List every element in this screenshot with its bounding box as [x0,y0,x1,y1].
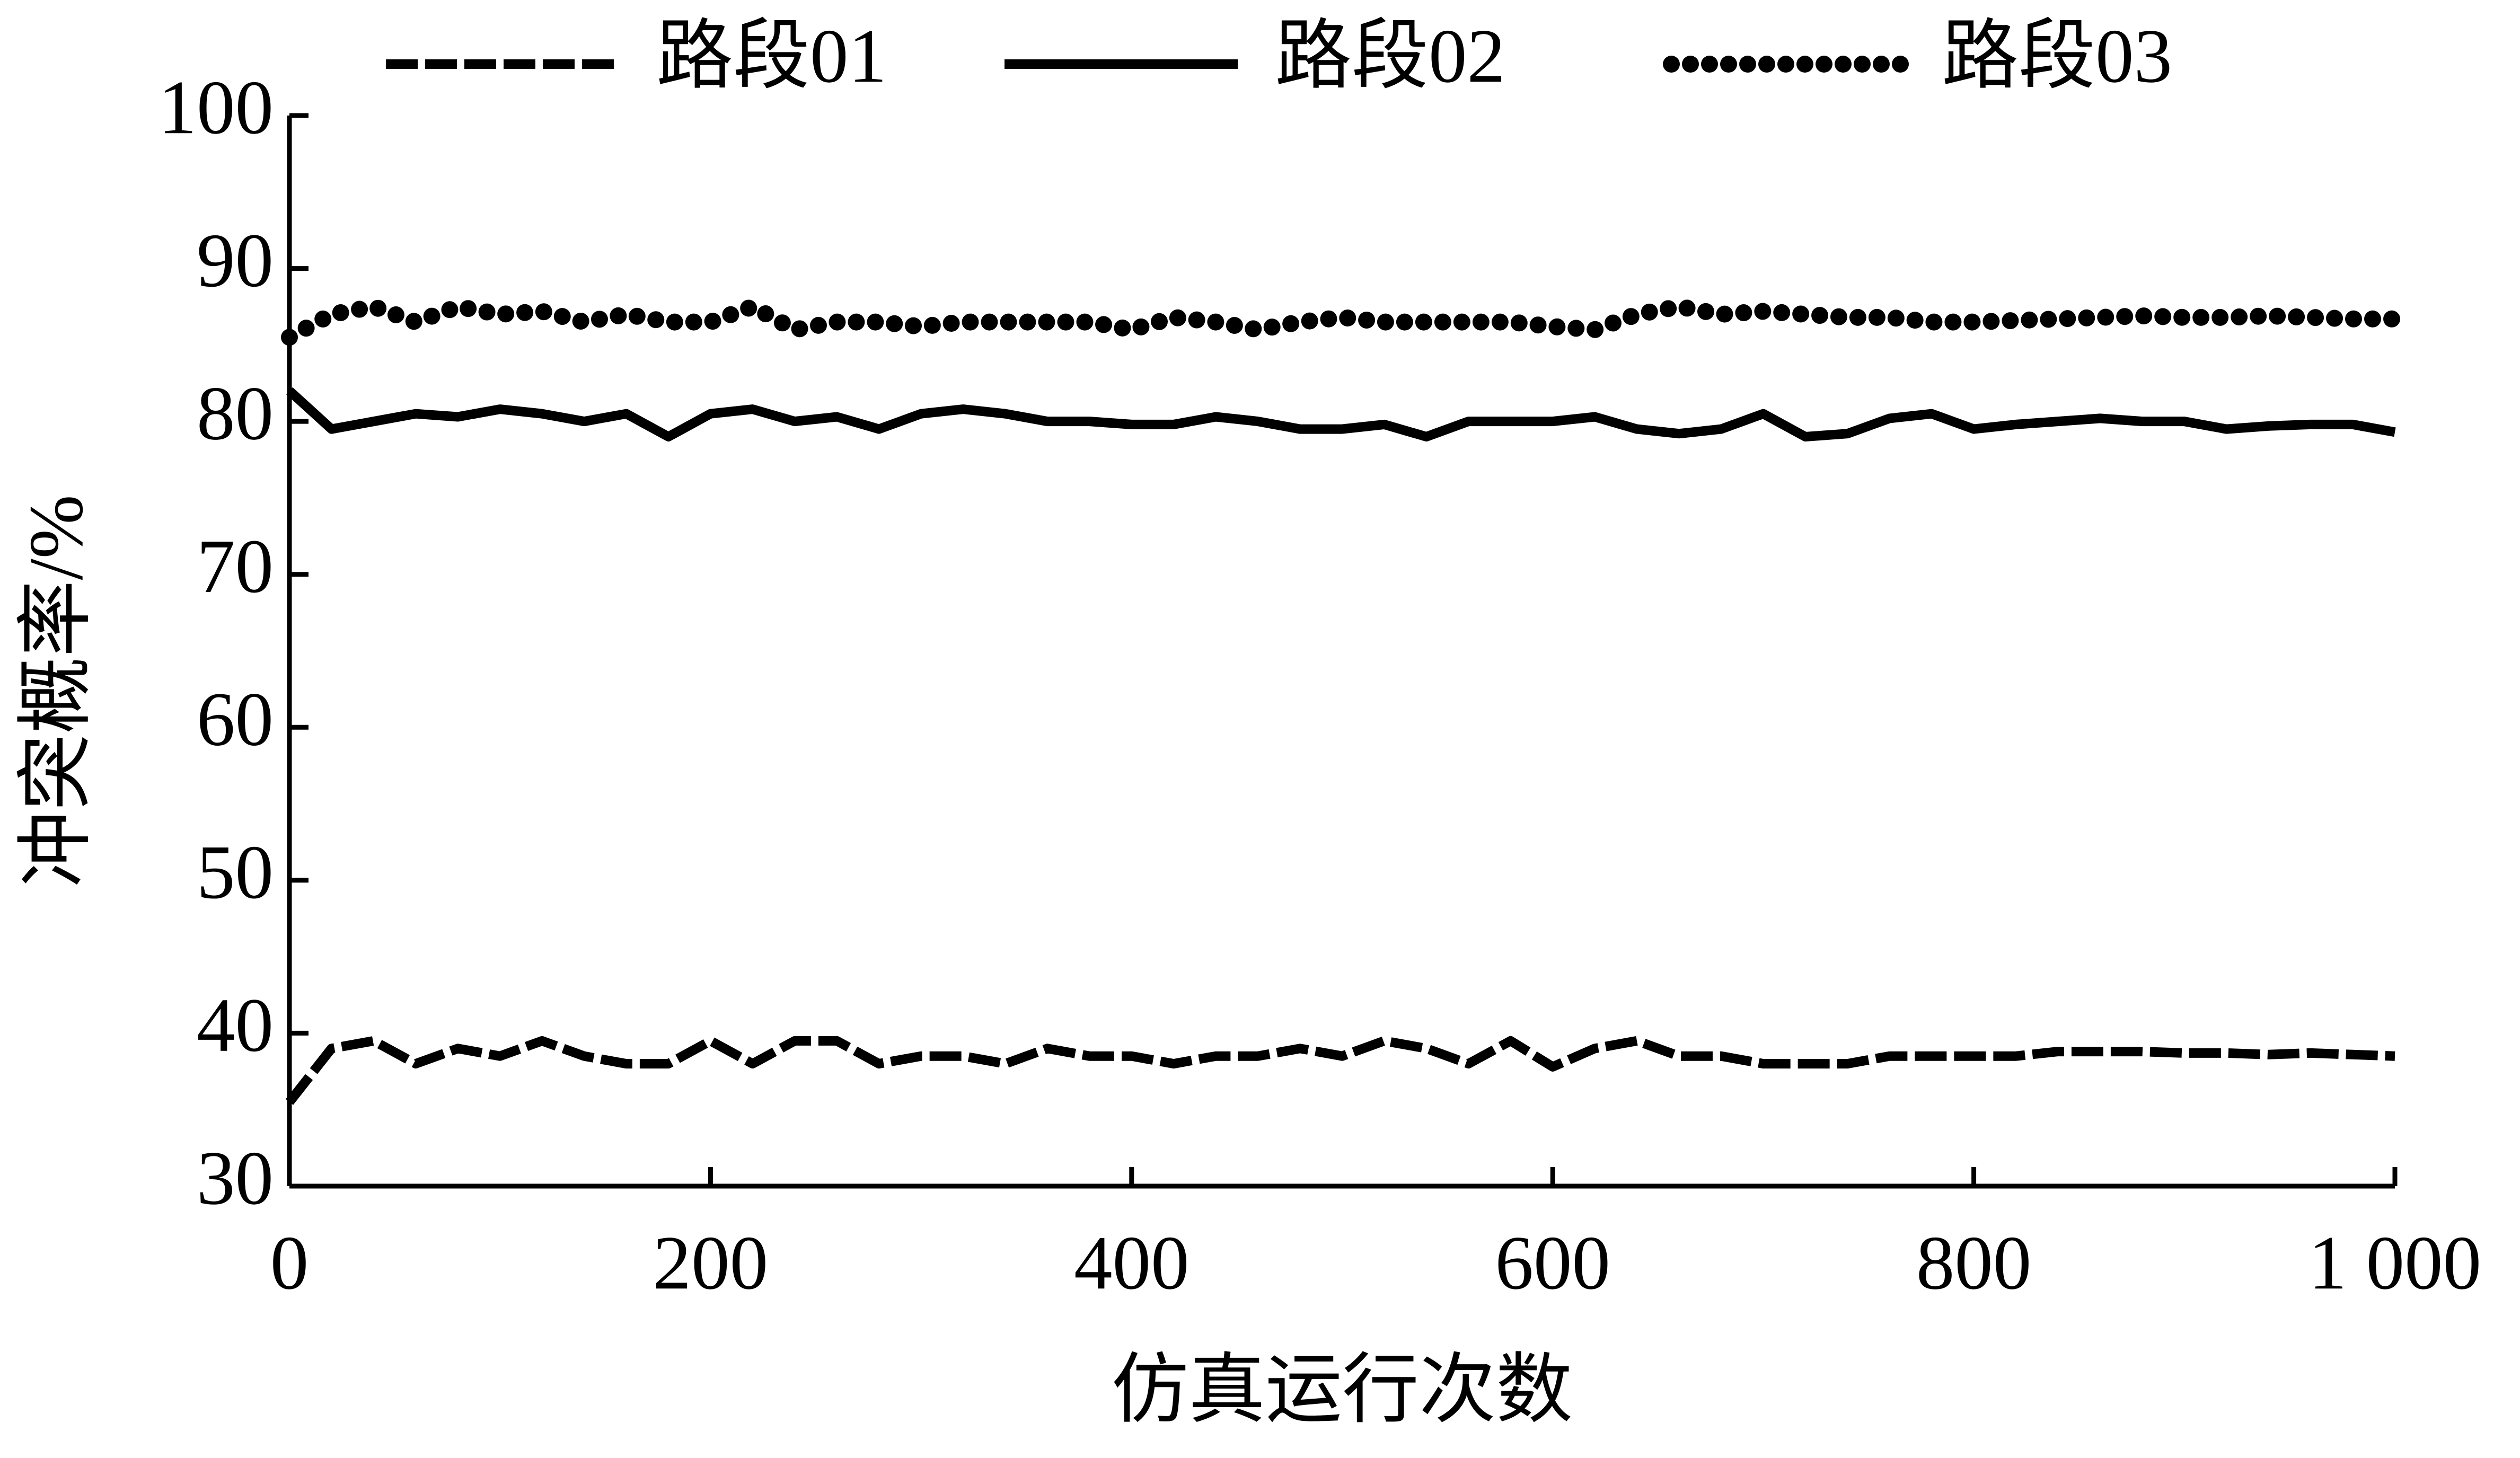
x-tick-label: 1 000 [2308,1221,2481,1305]
legend-label: 路段02 [1275,14,1505,99]
legend-label: 路段03 [1942,14,2172,99]
series-line [286,387,2396,441]
y-tick-label: 90 [197,218,274,303]
series-line [285,1036,2395,1105]
x-tick-label: 800 [1916,1221,2032,1305]
y-tick-label: 80 [197,371,274,456]
x-tick-label: 400 [1074,1221,1189,1305]
y-tick-label: 50 [197,830,274,915]
y-tick-label: 30 [197,1136,274,1221]
y-tick-label: 100 [158,65,274,150]
x-tick-label: 0 [270,1221,309,1305]
y-tick-label: 60 [197,677,274,762]
y-axis-label: 冲突概率/% [14,494,99,887]
x-tick-label: 200 [653,1221,769,1305]
legend-label: 路段01 [656,14,887,99]
x-tick-label: 600 [1495,1221,1610,1305]
x-axis-label: 仿真运行次数 [1112,1348,1573,1433]
y-tick-label: 40 [197,983,274,1068]
series-line [281,298,2403,346]
y-tick-label: 70 [197,524,274,609]
